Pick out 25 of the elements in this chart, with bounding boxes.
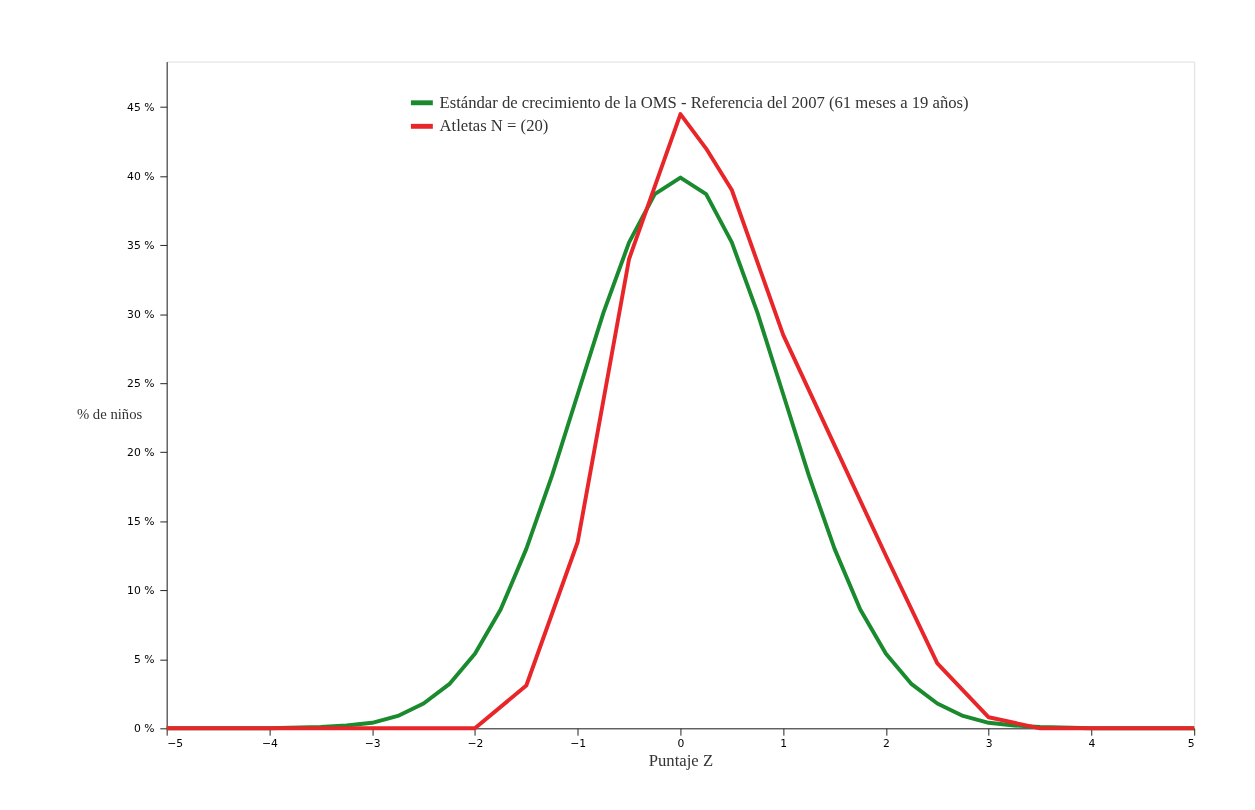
x-tick-label: −2 — [467, 737, 484, 751]
x-tick-label: 5 — [1187, 737, 1195, 751]
y-tick-label: 5 % — [133, 652, 155, 666]
y-tick-label: 40 % — [127, 169, 155, 183]
legend-label: Atletas N = (20) — [439, 116, 549, 136]
y-tick-label: 20 % — [127, 445, 155, 459]
x-tick-label: −1 — [570, 737, 587, 751]
y-tick-label: 25 % — [127, 376, 155, 390]
y-tick-label: 30 % — [127, 307, 155, 321]
x-tick-label: 0 — [677, 737, 685, 751]
legend-label: Estándar de crecimiento de la OMS - Referencia del 2007 (61 meses a 19 años) — [439, 92, 969, 112]
x-tick-label: −3 — [364, 737, 381, 751]
y-tick-label: 0 % — [133, 721, 155, 735]
y-tick-label: 45 % — [127, 100, 155, 114]
x-tick-label: 4 — [1088, 737, 1096, 751]
y-tick-label: 10 % — [127, 583, 155, 597]
x-tick-label: −4 — [261, 737, 279, 751]
x-tick-label: 1 — [780, 737, 788, 751]
x-tick-label: 3 — [985, 737, 993, 751]
x-axis-title: Puntaje Z — [648, 751, 714, 771]
y-tick-label: 35 % — [127, 238, 155, 252]
y-tick-label: 15 % — [127, 514, 155, 528]
y-axis-title: % de niños — [76, 405, 143, 422]
x-tick-label: −5 — [167, 737, 184, 751]
x-tick-label: 2 — [883, 737, 890, 751]
